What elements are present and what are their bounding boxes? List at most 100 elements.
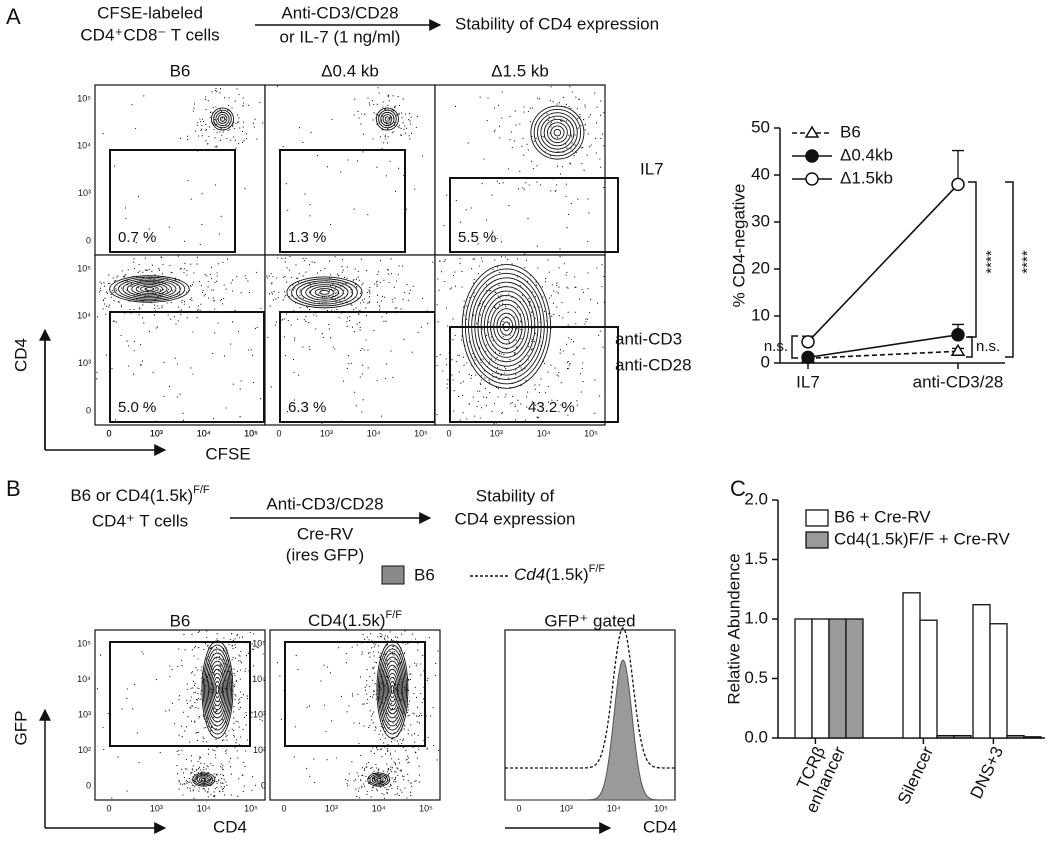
flow-tick-label: 10³ — [78, 188, 91, 198]
flow-contour — [367, 772, 391, 787]
y-tick-label: 30 — [751, 211, 770, 230]
flow-tick-label: 10³ — [560, 803, 573, 813]
histogram-cd4 — [505, 627, 675, 769]
flow-dots — [96, 255, 262, 422]
flow-tick-label: 0 — [86, 405, 91, 415]
schema-text: Anti-CD3/CD28 — [281, 3, 398, 22]
histogram-frame — [504, 629, 676, 801]
flow-contour — [194, 773, 214, 786]
flow-dots — [276, 85, 424, 253]
flow-contour — [113, 276, 186, 302]
flow-contour — [314, 288, 335, 297]
flow-tick-label: 10³ — [150, 428, 163, 438]
flow-contour — [209, 664, 226, 715]
marker — [801, 335, 815, 349]
flow-contour — [388, 676, 397, 703]
flow-tick-label: 10⁴ — [197, 803, 211, 813]
schema-text: Stability of — [476, 486, 555, 505]
flow-tick-label: 10⁴ — [77, 141, 91, 151]
gate — [109, 149, 236, 253]
flow-contour — [533, 108, 582, 157]
panel-label: B — [6, 476, 21, 501]
flow-contour — [373, 776, 384, 783]
flow-tick-label: 10³ — [253, 709, 266, 719]
flow-contour — [300, 282, 349, 303]
flow-dots — [102, 94, 254, 245]
gate-percent: 0.7 % — [118, 229, 156, 246]
flow-plot-frame — [434, 254, 606, 426]
column-label: Δ1.5 kb — [491, 61, 549, 80]
schema-text: CD4 expression — [455, 509, 576, 528]
flow-tick-label: 0 — [276, 428, 281, 438]
flow-tick-label: 0 — [106, 428, 111, 438]
row-label: IL7 — [640, 159, 664, 178]
flow-plot-frame — [269, 629, 441, 801]
gate — [109, 311, 265, 423]
flow-tick-label: 0 — [516, 803, 521, 813]
flow-contour — [380, 111, 395, 127]
flow-tick-label: 0 — [86, 780, 91, 790]
schema-text: CFSE-labeled — [97, 3, 203, 22]
flow-contour — [126, 281, 172, 297]
gate-percent: 5.5 % — [458, 229, 496, 246]
row-label: anti-CD3 — [615, 329, 682, 348]
bar — [794, 618, 813, 739]
plot-title: B6 — [170, 611, 191, 630]
flow-contour — [386, 672, 399, 707]
flow-tick-label: 10³ — [325, 803, 338, 813]
axis-label: GFP — [11, 711, 30, 746]
x-tick-label: anti-CD3/28 — [913, 372, 1004, 391]
flow-contour — [214, 680, 221, 699]
plot-title: CD4(1.5k)F/F — [308, 609, 402, 631]
flow-contour — [384, 116, 391, 122]
bar — [972, 604, 991, 739]
gate — [279, 149, 406, 253]
bar — [845, 618, 864, 739]
marker — [951, 328, 965, 342]
flow-contour — [286, 276, 363, 309]
flow-dots — [443, 96, 590, 255]
flow-tick-label: 10⁵ — [244, 428, 258, 438]
flow-tick-label: 10⁵ — [414, 428, 428, 438]
column-label: B6 — [170, 61, 191, 80]
legend-swatch — [381, 565, 405, 585]
gate — [449, 326, 619, 423]
plot-title: GFP⁺ gated — [544, 611, 635, 630]
annotation: n.s. — [764, 338, 788, 355]
flow-tick-label: 10⁴ — [77, 674, 91, 684]
column-label: Δ0.4 kb — [321, 61, 379, 80]
flow-contour — [213, 109, 232, 129]
flow-contour — [385, 668, 400, 711]
flow-contour — [201, 777, 207, 782]
legend-text: Δ0.4kb — [840, 145, 893, 164]
flow-contour — [382, 114, 393, 124]
x-tick-label: IL7 — [796, 372, 820, 391]
flow-contour — [207, 660, 227, 719]
annotation: n.s. — [976, 338, 1000, 355]
marker — [805, 149, 819, 163]
y-tick-label: 2.0 — [744, 489, 768, 508]
flow-contour — [213, 676, 222, 703]
flow-tick-label: 0 — [261, 780, 266, 790]
flow-contour — [369, 773, 389, 786]
flow-contour — [543, 118, 572, 147]
flow-plot-frame — [434, 84, 606, 256]
flow-plot-frame — [264, 84, 436, 256]
flow-contour — [376, 640, 409, 739]
flow-contour — [109, 275, 190, 303]
axis-label: CD4 — [11, 338, 30, 372]
legend-text: B6 — [840, 122, 861, 141]
flow-contour — [384, 664, 401, 715]
schema-text: CD4⁺ T cells — [92, 511, 188, 530]
gate-percent: 1.3 % — [288, 229, 326, 246]
flow-tick-label: 10³ — [78, 709, 91, 719]
bar — [919, 619, 938, 739]
panel-label: A — [6, 4, 21, 29]
flow-contour — [217, 114, 228, 124]
legend-text: B6 + Cre-RV — [834, 507, 931, 526]
bracket — [966, 336, 973, 358]
axis-label: CD4 — [213, 817, 247, 836]
flow-tick-label: 10⁴ — [252, 674, 266, 684]
flow-contour — [131, 282, 168, 296]
